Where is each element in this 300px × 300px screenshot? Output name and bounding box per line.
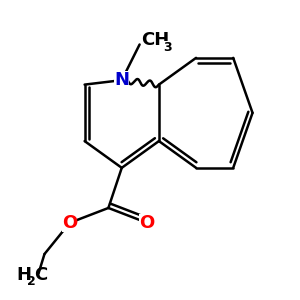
Text: 3: 3 <box>164 41 172 54</box>
Text: C: C <box>34 266 47 284</box>
Text: H: H <box>16 266 31 284</box>
Text: O: O <box>140 214 155 232</box>
Text: 2: 2 <box>27 275 35 288</box>
Text: N: N <box>114 71 129 89</box>
Text: O: O <box>62 214 77 232</box>
Text: CH: CH <box>141 31 169 49</box>
